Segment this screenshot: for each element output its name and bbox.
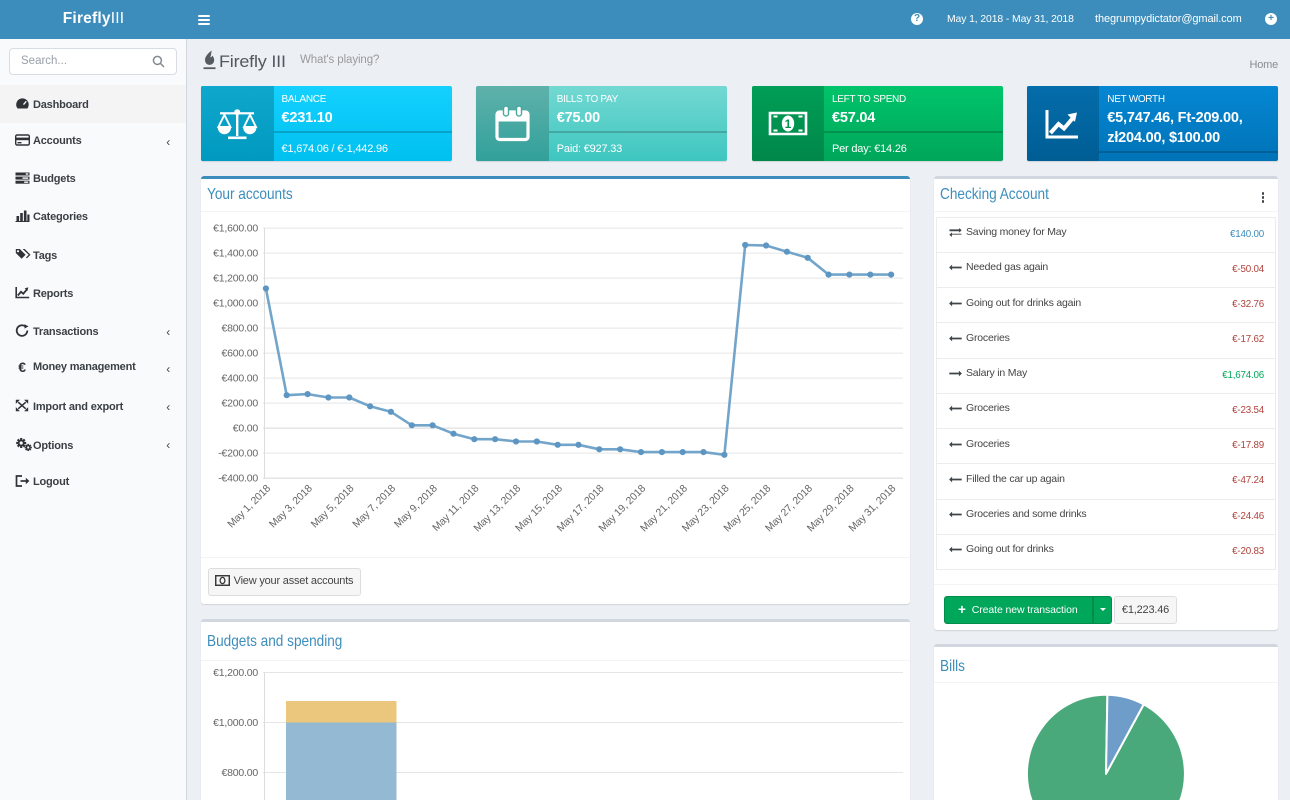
svg-text:€1,400.00: €1,400.00 [213,248,258,260]
svg-text:€1,200.00: €1,200.00 [213,273,258,285]
svg-text:May 5, 2018: May 5, 2018 [308,482,356,530]
svg-text:May 3, 2018: May 3, 2018 [266,482,314,530]
svg-text:€800.00: €800.00 [221,323,258,335]
svg-text:May 7, 2018: May 7, 2018 [350,482,398,530]
svg-text:-€400.00: -€400.00 [218,473,258,485]
svg-text:€800.00: €800.00 [221,767,258,779]
svg-text:€1,600.00: €1,600.00 [213,223,258,235]
svg-text:May 1, 2018: May 1, 2018 [225,482,273,530]
svg-text:€1,000.00: €1,000.00 [213,717,258,729]
svg-text:€0.00: €0.00 [232,423,258,435]
svg-text:€200.00: €200.00 [221,398,258,410]
svg-text:€1,000.00: €1,000.00 [213,298,258,310]
svg-text:1: 1 [784,117,791,131]
svg-text:€400.00: €400.00 [221,373,258,385]
svg-text:€600.00: €600.00 [221,348,258,360]
svg-text:€1,200.00: €1,200.00 [213,667,258,679]
svg-text:-€200.00: -€200.00 [218,448,258,460]
